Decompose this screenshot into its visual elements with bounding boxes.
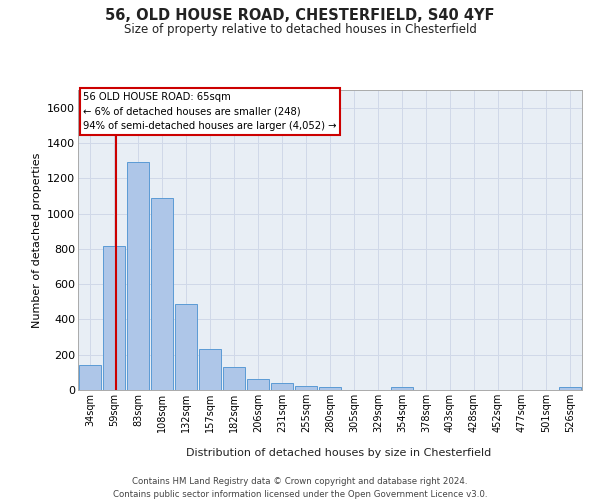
Bar [319, 388, 341, 390]
Text: Contains public sector information licensed under the Open Government Licence v3: Contains public sector information licen… [113, 490, 487, 499]
Bar [103, 246, 125, 390]
Bar [247, 378, 269, 390]
Text: 56 OLD HOUSE ROAD: 65sqm
← 6% of detached houses are smaller (248)
94% of semi-d: 56 OLD HOUSE ROAD: 65sqm ← 6% of detache… [83, 92, 337, 131]
Bar [127, 162, 149, 390]
Text: 56, OLD HOUSE ROAD, CHESTERFIELD, S40 4YF: 56, OLD HOUSE ROAD, CHESTERFIELD, S40 4Y… [105, 8, 495, 22]
Bar [271, 384, 293, 390]
Bar [295, 386, 317, 390]
Y-axis label: Number of detached properties: Number of detached properties [32, 152, 41, 328]
Bar [223, 367, 245, 390]
Text: Distribution of detached houses by size in Chesterfield: Distribution of detached houses by size … [187, 448, 491, 458]
Bar [175, 304, 197, 390]
Text: Size of property relative to detached houses in Chesterfield: Size of property relative to detached ho… [124, 22, 476, 36]
Bar [151, 198, 173, 390]
Bar [391, 388, 413, 390]
Bar [79, 366, 101, 390]
Bar [559, 388, 581, 390]
Bar [199, 350, 221, 390]
Text: Contains HM Land Registry data © Crown copyright and database right 2024.: Contains HM Land Registry data © Crown c… [132, 478, 468, 486]
